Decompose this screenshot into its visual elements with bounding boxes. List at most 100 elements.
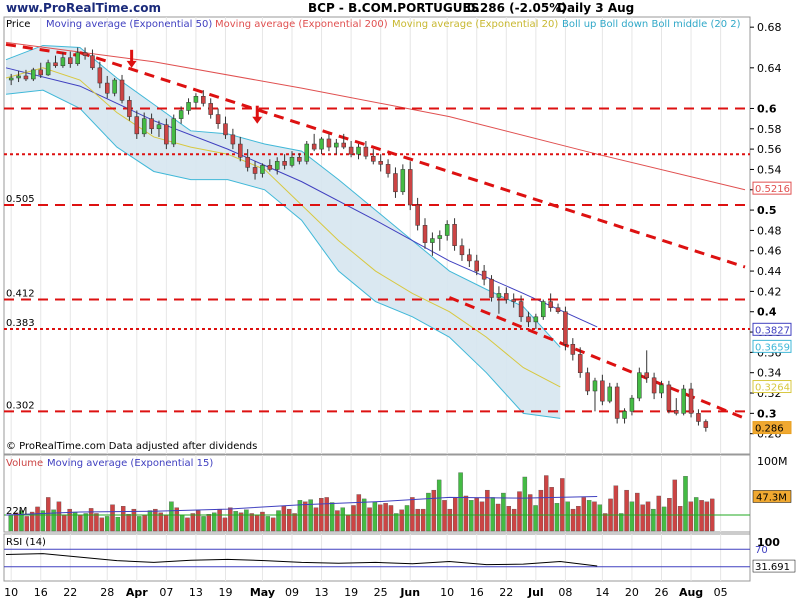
volume-bar[interactable]: [597, 504, 603, 532]
volume-bar[interactable]: [383, 503, 388, 532]
candle[interactable]: [430, 238, 435, 243]
volume-bar[interactable]: [629, 501, 635, 532]
candle[interactable]: [607, 386, 613, 402]
site-name[interactable]: www.ProRealTime.com: [6, 1, 161, 15]
volume-bar[interactable]: [99, 517, 105, 532]
volume-bar[interactable]: [410, 497, 415, 532]
candle[interactable]: [45, 62, 51, 76]
candle[interactable]: [104, 82, 110, 94]
candle[interactable]: [8, 77, 14, 81]
candle[interactable]: [363, 146, 369, 157]
volume-bar[interactable]: [8, 514, 13, 532]
candle[interactable]: [526, 316, 531, 323]
volume-bar[interactable]: [142, 514, 147, 532]
volume-bar[interactable]: [13, 512, 19, 532]
candle[interactable]: [75, 52, 80, 64]
volume-bar[interactable]: [185, 517, 190, 532]
candle[interactable]: [260, 165, 265, 174]
volume-bar[interactable]: [163, 514, 169, 532]
volume-bar[interactable]: [56, 501, 62, 532]
candle[interactable]: [481, 270, 487, 280]
volume-bar[interactable]: [313, 507, 319, 532]
candle[interactable]: [504, 293, 509, 300]
volume-bar[interactable]: [490, 497, 495, 532]
volume-bar[interactable]: [560, 478, 565, 532]
volume-bar[interactable]: [340, 507, 345, 532]
volume-bar[interactable]: [244, 509, 249, 532]
volume-bar[interactable]: [533, 505, 538, 532]
volume-bar[interactable]: [126, 514, 131, 532]
candle[interactable]: [319, 138, 324, 150]
candle[interactable]: [282, 161, 287, 166]
volume-bar[interactable]: [260, 511, 265, 532]
volume-bar[interactable]: [169, 501, 174, 532]
volume-bar[interactable]: [688, 501, 694, 532]
candle[interactable]: [415, 204, 420, 226]
volume-bar[interactable]: [78, 514, 83, 532]
volume-bar[interactable]: [517, 491, 522, 532]
candle[interactable]: [171, 118, 177, 145]
candle[interactable]: [393, 173, 398, 193]
candle[interactable]: [134, 116, 140, 135]
trend-line[interactable]: [5, 42, 81, 58]
volume-bar[interactable]: [158, 512, 163, 532]
candle[interactable]: [119, 79, 125, 101]
candle[interactable]: [600, 380, 605, 402]
volume-bar[interactable]: [672, 479, 678, 532]
candle[interactable]: [555, 307, 561, 312]
volume-bar[interactable]: [335, 510, 340, 532]
volume-bar[interactable]: [62, 514, 67, 532]
volume-bar[interactable]: [190, 513, 196, 532]
volume-bar[interactable]: [656, 495, 661, 532]
candle[interactable]: [156, 124, 162, 130]
volume-bar[interactable]: [683, 476, 688, 532]
candle[interactable]: [496, 293, 502, 298]
volume-bar[interactable]: [463, 495, 469, 532]
volume-bar[interactable]: [270, 517, 276, 532]
candle[interactable]: [164, 124, 169, 145]
volume-bar[interactable]: [367, 507, 372, 532]
candle[interactable]: [422, 225, 428, 243]
candle[interactable]: [201, 96, 206, 104]
candle[interactable]: [452, 224, 457, 246]
candle[interactable]: [223, 123, 228, 136]
volume-bar[interactable]: [544, 475, 549, 532]
volume-bar[interactable]: [522, 476, 528, 532]
volume-bar[interactable]: [281, 506, 287, 532]
volume-bar[interactable]: [613, 485, 619, 532]
volume-bar[interactable]: [179, 514, 185, 532]
candle[interactable]: [68, 57, 73, 64]
candle[interactable]: [637, 372, 642, 399]
volume-bar[interactable]: [297, 500, 303, 532]
volume-bar[interactable]: [415, 508, 420, 532]
candle[interactable]: [659, 384, 664, 394]
candle[interactable]: [548, 301, 553, 308]
candle[interactable]: [230, 134, 236, 145]
candle[interactable]: [31, 69, 36, 80]
volume-bar[interactable]: [303, 501, 308, 532]
volume-bar[interactable]: [195, 510, 201, 532]
candle[interactable]: [629, 397, 635, 412]
candle[interactable]: [378, 161, 383, 165]
candle[interactable]: [208, 103, 213, 115]
volume-bar[interactable]: [174, 507, 179, 532]
candle[interactable]: [23, 75, 29, 80]
candle[interactable]: [511, 299, 516, 302]
candle[interactable]: [356, 146, 361, 155]
volume-bar[interactable]: [329, 502, 335, 532]
volume-bar[interactable]: [228, 507, 233, 532]
candle[interactable]: [311, 143, 317, 150]
volume-bar[interactable]: [420, 508, 426, 532]
volume-bar[interactable]: [511, 508, 517, 532]
candle[interactable]: [651, 377, 657, 394]
candle[interactable]: [274, 161, 280, 170]
volume-bar[interactable]: [24, 516, 30, 532]
volume-bar[interactable]: [286, 508, 292, 532]
candle[interactable]: [371, 155, 376, 162]
candle[interactable]: [297, 156, 302, 162]
volume-bar[interactable]: [495, 503, 501, 532]
volume-bar[interactable]: [19, 510, 24, 532]
volume-bar[interactable]: [469, 500, 474, 532]
volume-bar[interactable]: [693, 497, 699, 532]
trend-line[interactable]: [448, 296, 746, 420]
